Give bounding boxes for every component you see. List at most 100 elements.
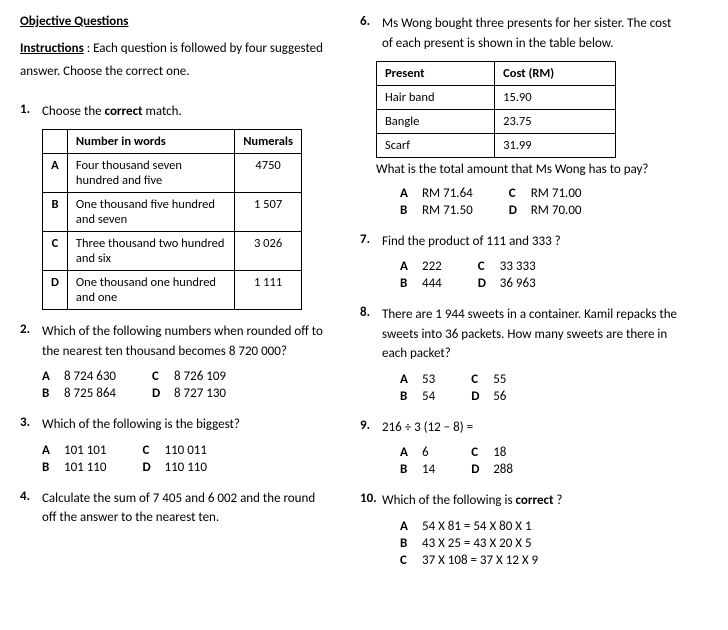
q1-text: Choose the correct match. [42, 102, 330, 122]
opt-label: B [400, 276, 414, 291]
opt-label: B [400, 203, 414, 218]
opt-label: A [400, 445, 414, 460]
q1-row-num: 1 111 [235, 271, 302, 310]
opt-label: A [400, 259, 414, 274]
q10-text: Which of the following is correct ? [382, 491, 680, 511]
opt-label: A [42, 369, 56, 384]
q7-options: A 222 B 444 C 33 333 D 36 963 [400, 259, 680, 291]
opt-label: B [400, 462, 414, 477]
opt-label: C [471, 372, 485, 387]
q1-row-words: Three thousand two hundred and six [67, 232, 234, 271]
opt-value: 8 725 864 [64, 386, 116, 401]
opt-label: C [152, 369, 166, 384]
q1-number: 1. [20, 102, 42, 122]
opt-value: 43 X 25 = 43 X 20 X 5 [422, 536, 532, 551]
opt-label: C [478, 259, 492, 274]
opt-label: C [471, 445, 485, 460]
q7-number: 7. [360, 232, 382, 252]
q1-row-num: 4750 [235, 154, 302, 193]
q1-text-pre: Choose the [42, 104, 105, 119]
q9-text: 216 ÷ 3 (12 − 8) = [382, 418, 680, 438]
opt-label: A [42, 443, 56, 458]
q6-cell: 31.99 [495, 134, 616, 158]
opt-label: C [400, 553, 414, 568]
opt-label: D [142, 460, 156, 475]
q6-options: ARM 71.64 BRM 71.50 CRM 71.00 DRM 70.00 [400, 186, 680, 218]
opt-label: A [400, 186, 414, 201]
q6-th-present: Present [377, 62, 495, 86]
opt-value: 18 [493, 445, 506, 460]
opt-value: 55 [493, 372, 506, 387]
opt-value: 6 [422, 445, 429, 460]
q6-th-cost: Cost (RM) [495, 62, 616, 86]
q8-number: 8. [360, 305, 382, 364]
q6-text: Ms Wong bought three presents for her si… [382, 14, 680, 53]
q1-th-blank [43, 130, 68, 154]
q1-row-num: 1 507 [235, 193, 302, 232]
opt-label: D [471, 462, 485, 477]
q1-row-label: D [43, 271, 68, 310]
q1-row-label: A [43, 154, 68, 193]
q1-th-numerals: Numerals [235, 130, 302, 154]
q10-text-post: ? [553, 493, 562, 508]
q9-number: 9. [360, 418, 382, 438]
opt-value: 14 [422, 462, 435, 477]
opt-value: 8 724 630 [64, 369, 116, 384]
q8-text: There are 1 944 sweets in a container. K… [382, 305, 680, 364]
q10-number: 10. [360, 491, 382, 511]
q9-options: A6 B 14 C 18 D 288 [400, 445, 680, 477]
q6-followup: What is the total amount that Ms Wong ha… [376, 160, 680, 180]
q1-text-bold: correct [105, 104, 143, 119]
q3-text: Which of the following is the biggest? [42, 415, 330, 435]
opt-value: 36 963 [500, 276, 536, 291]
opt-value: 8 727 130 [174, 386, 226, 401]
opt-label: D [152, 386, 166, 401]
opt-value: 53 [422, 372, 435, 387]
q8-options: A 53 B 54 C 55 D 56 [400, 372, 680, 404]
q10-options: A54 X 81 = 54 X 80 X 1 B43 X 25 = 43 X 2… [400, 519, 680, 568]
opt-label: C [509, 186, 523, 201]
q4-text: Calculate the sum of 7 405 and 6 002 and… [42, 489, 330, 528]
q1-row-label: C [43, 232, 68, 271]
q1-th-words: Number in words [67, 130, 234, 154]
q1-row-words: Four thousand seven hundred and five [67, 154, 234, 193]
opt-value: 222 [422, 259, 442, 274]
opt-label: B [400, 536, 414, 551]
opt-value: 8 726 109 [174, 369, 226, 384]
q6-cell: Scarf [377, 134, 495, 158]
opt-label: D [471, 389, 485, 404]
q3-number: 3. [20, 415, 42, 435]
q10-text-bold: correct [516, 493, 554, 508]
opt-label: A [400, 372, 414, 387]
q6-cell: Hair band [377, 86, 495, 110]
opt-value: 54 X 81 = 54 X 80 X 1 [422, 519, 532, 534]
q6-cell: Bangle [377, 110, 495, 134]
q7-text: Find the product of 111 and 333 ? [382, 232, 680, 252]
q1-row-words: One thousand five hundred and seven [67, 193, 234, 232]
opt-label: B [400, 389, 414, 404]
opt-value: 288 [493, 462, 513, 477]
opt-value: 110 011 [164, 443, 206, 458]
opt-label: D [478, 276, 492, 291]
q6-cell: 15.90 [495, 86, 616, 110]
opt-label: B [42, 386, 56, 401]
opt-value: 56 [493, 389, 506, 404]
q1-table: Number in words Numerals AFour thousand … [42, 129, 302, 310]
q2-text: Which of the following numbers when roun… [42, 322, 330, 361]
opt-value: 444 [422, 276, 442, 291]
section-heading: Objective Questions [20, 14, 330, 29]
q1-row-words: One thousand one hundred and one [67, 271, 234, 310]
q2-number: 2. [20, 322, 42, 361]
q6-cell: 23.75 [495, 110, 616, 134]
q6-table: PresentCost (RM) Hair band15.90 Bangle23… [376, 61, 616, 158]
q6-number: 6. [360, 14, 382, 53]
opt-value: 101 101 [64, 443, 106, 458]
instructions-label: Instructions [20, 41, 84, 56]
opt-label: C [142, 443, 156, 458]
opt-value: 37 X 108 = 37 X 12 X 9 [422, 553, 538, 568]
opt-value: RM 71.50 [422, 203, 473, 218]
opt-value: 54 [422, 389, 435, 404]
opt-value: RM 70.00 [531, 203, 582, 218]
opt-value: 101 110 [64, 460, 106, 475]
opt-value: 33 333 [500, 259, 536, 274]
